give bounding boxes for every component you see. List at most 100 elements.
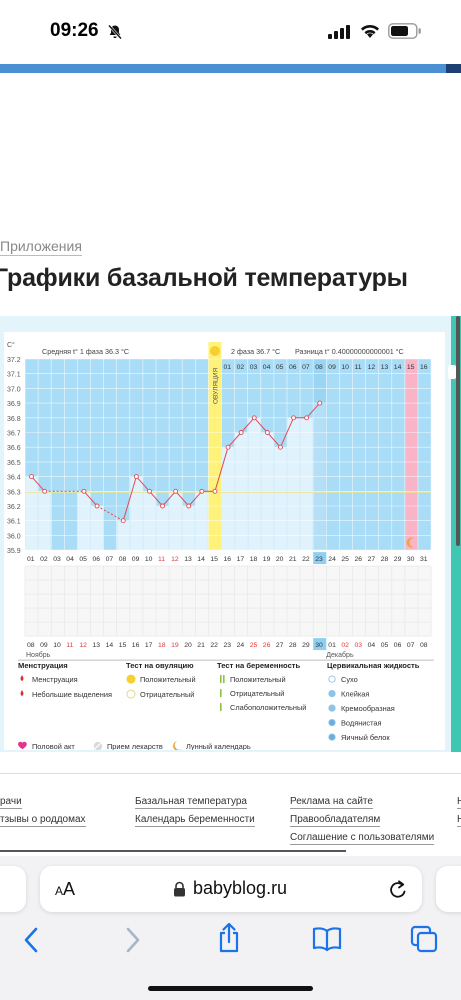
footer-link-user-agreement[interactable]: Соглашение с пользователями bbox=[290, 832, 435, 845]
site-header-bar-edge bbox=[446, 64, 461, 73]
temperature-point[interactable] bbox=[251, 415, 257, 421]
temperature-point[interactable] bbox=[29, 474, 34, 480]
y-tick-label: 36.0 bbox=[7, 533, 21, 540]
legend-cervical-icon bbox=[328, 718, 336, 727]
phase2-day-label: 15 bbox=[407, 364, 415, 371]
temperature-point[interactable] bbox=[186, 503, 192, 509]
footer-link-doctors[interactable]: рачи bbox=[0, 796, 22, 809]
month-label-november: Ноябрь bbox=[26, 651, 51, 659]
temperature-column bbox=[25, 476, 38, 551]
temperature-point[interactable] bbox=[146, 488, 152, 494]
reload-icon[interactable] bbox=[388, 878, 408, 900]
legend-item-intercourse: Половой акт bbox=[32, 742, 75, 750]
temperature-line-segment bbox=[227, 432, 242, 448]
previous-tab-pill[interactable] bbox=[0, 866, 26, 912]
calendar-date-label: 29 bbox=[302, 642, 310, 649]
ovulation-column bbox=[208, 342, 222, 551]
footer-link-basal-temperature[interactable]: Базальная температура bbox=[135, 796, 247, 809]
next-tab-pill[interactable] bbox=[436, 866, 461, 912]
cycle-day-label: 21 bbox=[289, 556, 297, 563]
footer-link-maternity-reviews[interactable]: тзывы о роддомах bbox=[0, 814, 86, 827]
legend-title-cervical: Цервикальная жидкость bbox=[327, 661, 420, 670]
temperature-point[interactable] bbox=[317, 400, 323, 406]
legend-strip-icon bbox=[220, 675, 222, 684]
calendar-date-label: 18 bbox=[158, 642, 166, 649]
y-tick-label: 36.8 bbox=[7, 416, 21, 423]
temperature-point[interactable] bbox=[120, 518, 126, 524]
share-icon[interactable] bbox=[216, 922, 242, 954]
footer-link-copyright[interactable]: Правообладателям bbox=[290, 814, 381, 827]
temperature-point[interactable] bbox=[264, 430, 270, 435]
bookmarks-icon[interactable] bbox=[312, 926, 342, 952]
temperature-line-segment bbox=[96, 505, 124, 522]
footer-link-advertising[interactable]: Реклама на сайте bbox=[290, 796, 373, 809]
address-bar[interactable]: AA babyblog.ru bbox=[40, 866, 422, 912]
temperature-line-segment bbox=[253, 417, 268, 433]
calendar-date-label: 19 bbox=[171, 642, 179, 649]
cycle-day-label: 24 bbox=[328, 556, 336, 563]
phase2-day-label: 08 bbox=[315, 364, 323, 371]
back-icon[interactable] bbox=[22, 926, 42, 954]
calendar-date-label: 01 bbox=[328, 642, 336, 649]
forward-icon[interactable] bbox=[122, 926, 142, 954]
footer-link-pregnancy-calendar[interactable]: Календарь беременности bbox=[135, 814, 255, 827]
calendar-date-label: 08 bbox=[27, 642, 35, 649]
ovulation-label: ОВУЛЯЦИЯ bbox=[212, 367, 219, 404]
temperature-line-segment bbox=[240, 417, 255, 433]
temperature-point[interactable] bbox=[225, 444, 231, 450]
y-tick-label: 36.1 bbox=[7, 519, 21, 526]
temperature-line-segment bbox=[162, 490, 177, 507]
selected-date-marker bbox=[313, 638, 327, 651]
phase2-day-label: 01 bbox=[224, 364, 232, 371]
legend-pill-icon-line bbox=[94, 742, 102, 750]
y-tick-label: 37.2 bbox=[7, 357, 21, 364]
temperature-point[interactable] bbox=[81, 488, 87, 494]
temperature-point[interactable] bbox=[238, 430, 244, 435]
cycle-day-label: 27 bbox=[368, 556, 376, 563]
reader-settings-button[interactable]: AA bbox=[55, 879, 76, 899]
phase2-day-label: 12 bbox=[368, 364, 376, 371]
phase2-day-label: 02 bbox=[237, 364, 245, 371]
legend-item-lunar-calendar: Лунный календарь bbox=[186, 742, 251, 750]
phase2-day-label: 10 bbox=[341, 364, 349, 371]
temperature-column bbox=[182, 506, 195, 551]
legend-drop-icon bbox=[20, 690, 24, 697]
vertical-scrollbar[interactable] bbox=[456, 316, 460, 546]
calendar-date-label: 26 bbox=[263, 642, 271, 649]
temperature-point[interactable] bbox=[94, 503, 100, 509]
cycle-day-label: 28 bbox=[381, 556, 389, 563]
legend-item-menstruation: Менструация bbox=[32, 675, 78, 684]
y-tick-label: 37.0 bbox=[7, 386, 21, 393]
lock-icon bbox=[174, 881, 185, 897]
legend-item-cervical: Яичный белок bbox=[341, 733, 390, 742]
calendar-date-label: 15 bbox=[119, 642, 127, 649]
temperature-point[interactable] bbox=[42, 488, 48, 494]
temperature-point[interactable] bbox=[278, 444, 283, 450]
legend-cervical-icon bbox=[328, 675, 336, 683]
legend-item-cervical: Сухо bbox=[341, 675, 358, 684]
breadcrumb[interactable]: Приложения bbox=[0, 238, 82, 256]
temperature-point[interactable] bbox=[212, 488, 218, 494]
temperature-point[interactable] bbox=[199, 488, 205, 494]
cycle-day-label: 02 bbox=[40, 556, 48, 563]
legend-item-cervical: Клейкая bbox=[341, 690, 369, 699]
footer-link-cut-2[interactable]: Н bbox=[457, 813, 461, 827]
legend-cervical-icon bbox=[328, 733, 336, 741]
temperature-line-segment bbox=[188, 490, 203, 507]
temperature-line-segment bbox=[31, 476, 46, 492]
legend-drop-icon bbox=[20, 675, 24, 682]
temperature-point[interactable] bbox=[291, 415, 296, 421]
cycle-day-label: 07 bbox=[106, 556, 114, 563]
phase1-average-label: Средняя t° 1 фаза 36.3 °C bbox=[42, 347, 129, 356]
temperature-point[interactable] bbox=[160, 503, 166, 509]
url-text[interactable]: babyblog.ru bbox=[193, 878, 288, 898]
legend-item-cervical: Водянистая bbox=[341, 719, 382, 728]
temperature-point[interactable] bbox=[304, 415, 310, 421]
tabs-icon[interactable] bbox=[410, 925, 438, 953]
temperature-point[interactable] bbox=[133, 474, 139, 480]
scroll-arrow-icon[interactable] bbox=[448, 365, 456, 379]
phase2-day-label: 04 bbox=[263, 364, 271, 371]
legend-cervical-icon bbox=[328, 689, 336, 698]
temperature-point[interactable] bbox=[173, 488, 179, 494]
footer-link-cut-1[interactable]: Н bbox=[457, 795, 461, 809]
